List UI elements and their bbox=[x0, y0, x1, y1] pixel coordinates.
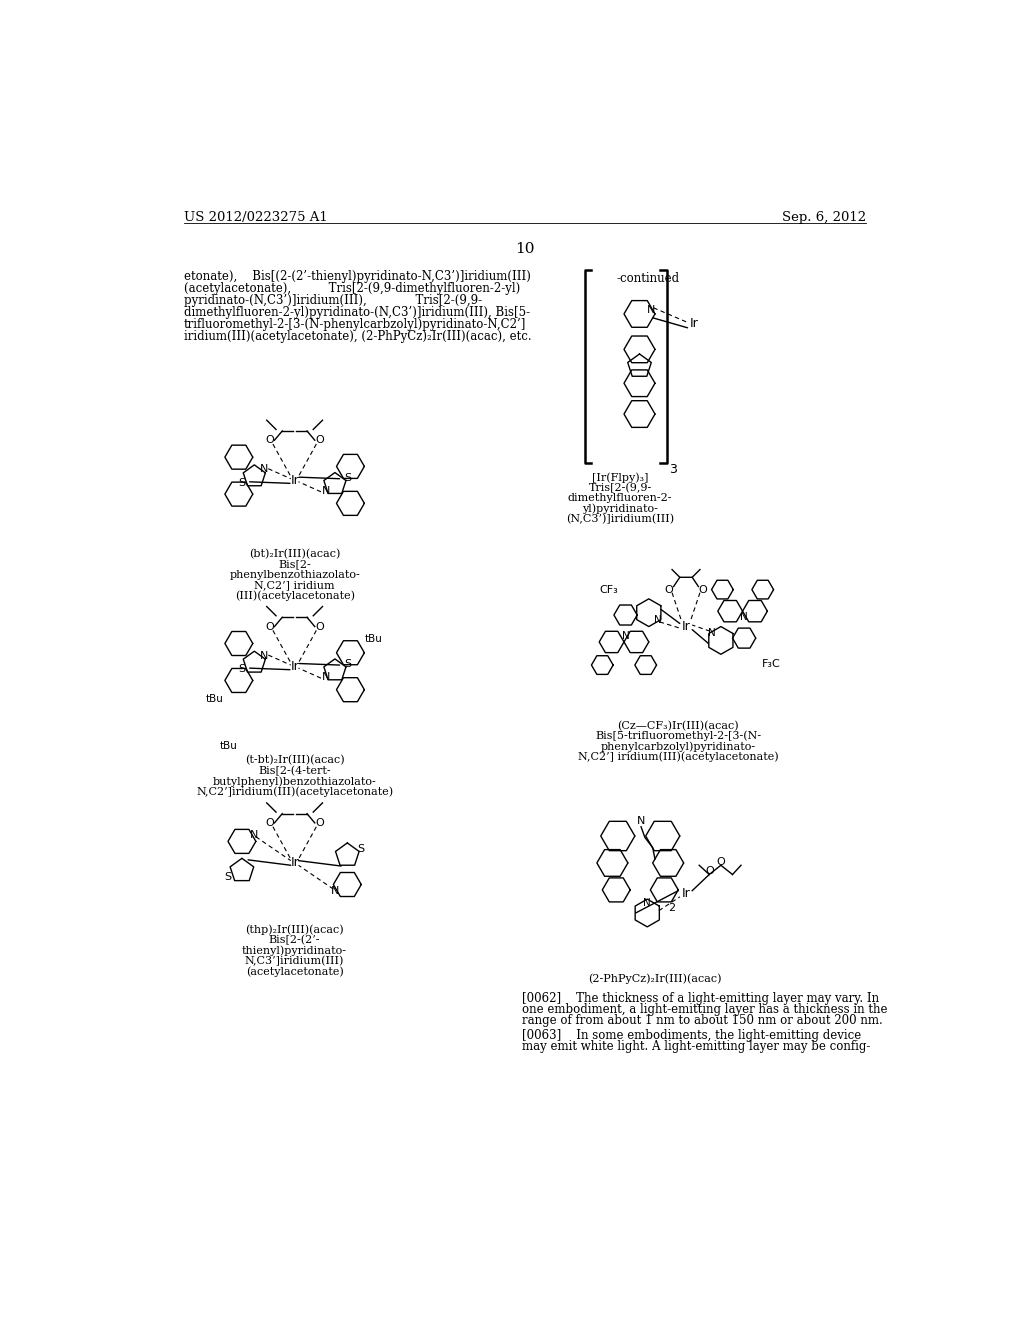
Text: S: S bbox=[344, 473, 351, 483]
Text: dimethylfluoren-2-: dimethylfluoren-2- bbox=[568, 494, 673, 503]
Text: phenylcarbzolyl)pyridinato-: phenylcarbzolyl)pyridinato- bbox=[601, 742, 756, 752]
Text: Ir: Ir bbox=[290, 474, 299, 487]
Text: phenylbenzothiazolato-: phenylbenzothiazolato- bbox=[229, 570, 360, 579]
Text: (Cz—CF₃)Ir(III)(acac): (Cz—CF₃)Ir(III)(acac) bbox=[617, 721, 739, 731]
Text: (N,C3’)]iridium(III): (N,C3’)]iridium(III) bbox=[566, 515, 674, 524]
Text: N: N bbox=[637, 816, 645, 825]
Text: range of from about 1 nm to about 150 nm or about 200 nm.: range of from about 1 nm to about 150 nm… bbox=[521, 1014, 883, 1027]
Text: N,C3’]iridium(III): N,C3’]iridium(III) bbox=[245, 956, 344, 966]
Text: O: O bbox=[665, 585, 674, 594]
Text: pyridinato-(N,C3’)]iridium(III),             Tris[2-(9,9-: pyridinato-(N,C3’)]iridium(III), Tris[2-… bbox=[183, 294, 482, 308]
Text: tBu: tBu bbox=[365, 634, 382, 644]
Text: S: S bbox=[344, 659, 351, 669]
Text: thienyl)pyridinato-: thienyl)pyridinato- bbox=[242, 945, 347, 956]
Text: N: N bbox=[622, 631, 630, 640]
Text: N: N bbox=[250, 830, 258, 841]
Text: N: N bbox=[740, 612, 748, 622]
Text: Ir: Ir bbox=[682, 887, 690, 900]
Text: (t-bt)₂Ir(III)(acac): (t-bt)₂Ir(III)(acac) bbox=[245, 755, 344, 766]
Text: [0063]    In some embodiments, the light-emitting device: [0063] In some embodiments, the light-em… bbox=[521, 1028, 861, 1041]
Text: F₃C: F₃C bbox=[762, 659, 780, 668]
Text: N,C2’] iridium(III)(acetylacetonate): N,C2’] iridium(III)(acetylacetonate) bbox=[578, 751, 778, 762]
Text: Ir: Ir bbox=[290, 660, 299, 673]
Text: 3: 3 bbox=[669, 462, 677, 475]
Text: (2-PhPyCz)₂Ir(III)(acac): (2-PhPyCz)₂Ir(III)(acac) bbox=[588, 973, 722, 983]
Text: Bis[2-(2’-: Bis[2-(2’- bbox=[269, 935, 321, 945]
Text: etonate),    Bis[(2-(2’-thienyl)pyridinato-N,C3’)]iridium(III): etonate), Bis[(2-(2’-thienyl)pyridinato-… bbox=[183, 271, 530, 282]
Text: (III)(acetylacetonate): (III)(acetylacetonate) bbox=[234, 590, 354, 601]
Text: may emit white light. A light-emitting layer may be config-: may emit white light. A light-emitting l… bbox=[521, 1040, 870, 1052]
Text: N: N bbox=[708, 628, 716, 638]
Text: one embodiment, a light-emitting layer has a thickness in the: one embodiment, a light-emitting layer h… bbox=[521, 1003, 887, 1015]
Text: N: N bbox=[331, 886, 339, 896]
Text: butylphenyl)benzothiazolato-: butylphenyl)benzothiazolato- bbox=[213, 776, 377, 787]
Text: O: O bbox=[265, 622, 274, 631]
Text: tBu: tBu bbox=[220, 741, 238, 751]
Text: N,C2’] iridium: N,C2’] iridium bbox=[254, 579, 335, 590]
Text: O: O bbox=[265, 818, 274, 828]
Text: Ir: Ir bbox=[682, 620, 690, 634]
Text: O: O bbox=[315, 622, 324, 631]
Text: S: S bbox=[357, 843, 365, 854]
Text: O: O bbox=[717, 857, 725, 867]
Text: N: N bbox=[259, 651, 268, 661]
Text: N: N bbox=[322, 672, 330, 682]
Text: [0062]    The thickness of a light-emitting layer may vary. In: [0062] The thickness of a light-emitting… bbox=[521, 991, 879, 1005]
Text: N: N bbox=[647, 305, 655, 315]
Text: N,C2’]iridium(III)(acetylacetonate): N,C2’]iridium(III)(acetylacetonate) bbox=[196, 787, 393, 797]
Text: (bt)₂Ir(III)(acac): (bt)₂Ir(III)(acac) bbox=[249, 549, 340, 560]
Text: N: N bbox=[259, 465, 268, 474]
Text: trifluoromethyl-2-[3-(N-phenylcarbzolyl)pyridinato-N,C2’]: trifluoromethyl-2-[3-(N-phenylcarbzolyl)… bbox=[183, 318, 526, 331]
Text: S: S bbox=[224, 871, 231, 882]
Text: S: S bbox=[239, 478, 246, 487]
Text: O: O bbox=[705, 866, 714, 876]
Text: Sep. 6, 2012: Sep. 6, 2012 bbox=[781, 211, 866, 224]
Text: 10: 10 bbox=[515, 242, 535, 256]
Text: O: O bbox=[265, 436, 274, 445]
Text: N: N bbox=[643, 898, 651, 908]
Text: O: O bbox=[315, 818, 324, 828]
Text: N: N bbox=[654, 615, 662, 626]
Text: Bis[2-(4-tert-: Bis[2-(4-tert- bbox=[258, 766, 331, 776]
Text: [Ir(Flpy)₃]: [Ir(Flpy)₃] bbox=[592, 473, 648, 483]
Text: S: S bbox=[239, 664, 246, 675]
Text: N: N bbox=[322, 486, 330, 496]
Text: Ir: Ir bbox=[290, 857, 299, 870]
Text: iridium(III)(acetylacetonate), (2-PhPyCz)₂Ir(III)(acac), etc.: iridium(III)(acetylacetonate), (2-PhPyCz… bbox=[183, 330, 531, 343]
Text: (acetylacetonate): (acetylacetonate) bbox=[246, 966, 343, 977]
Text: CF₃: CF₃ bbox=[599, 585, 617, 594]
Text: Bis[2-: Bis[2- bbox=[279, 560, 311, 569]
Text: (thp)₂Ir(III)(acac): (thp)₂Ir(III)(acac) bbox=[246, 924, 344, 935]
Text: O: O bbox=[698, 585, 708, 594]
Text: US 2012/0223275 A1: US 2012/0223275 A1 bbox=[183, 211, 328, 224]
Text: Tris[2-(9,9-: Tris[2-(9,9- bbox=[589, 483, 651, 494]
Text: O: O bbox=[315, 436, 324, 445]
Text: -continued: -continued bbox=[616, 272, 679, 285]
Text: 2: 2 bbox=[669, 903, 676, 913]
Text: Bis[5-trifluoromethyl-2-[3-(N-: Bis[5-trifluoromethyl-2-[3-(N- bbox=[595, 731, 761, 742]
Text: yl)pyridinato-: yl)pyridinato- bbox=[583, 504, 658, 515]
Text: Ir: Ir bbox=[689, 317, 698, 330]
Text: tBu: tBu bbox=[206, 694, 223, 704]
Text: dimethylfluoren-2-yl)pyridinato-(N,C3’)]iridium(III), Bis[5-: dimethylfluoren-2-yl)pyridinato-(N,C3’)]… bbox=[183, 306, 530, 319]
Text: (acetylacetonate),          Tris[2-(9,9-dimethylfluoren-2-yl): (acetylacetonate), Tris[2-(9,9-dimethylf… bbox=[183, 282, 520, 294]
